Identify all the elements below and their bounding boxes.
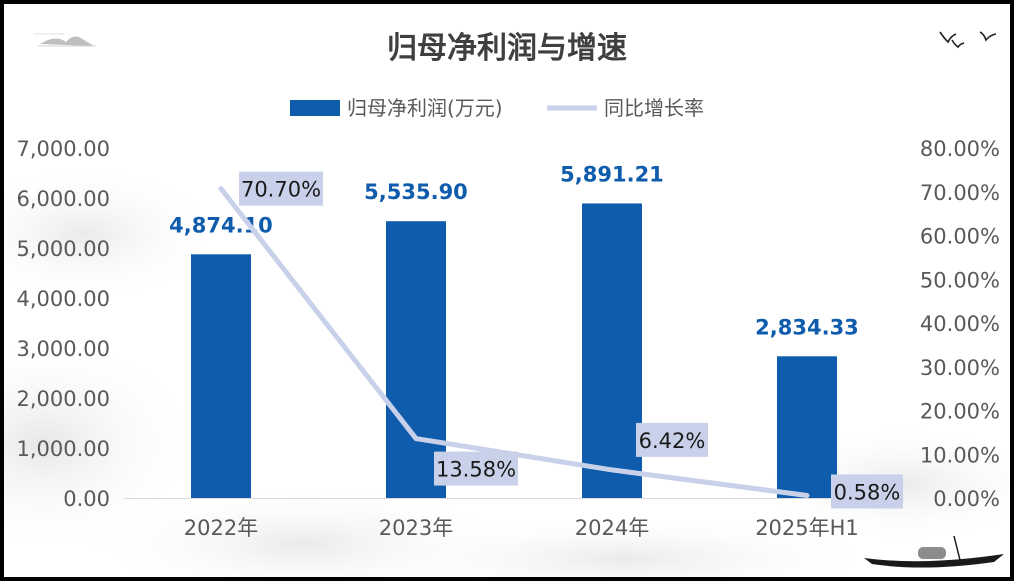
- right-axis-tick-label: 70.00%: [920, 181, 1000, 205]
- right-axis-tick-label: 60.00%: [920, 225, 1000, 249]
- x-axis-categories: 2022年 2023年 2024年 2025年H1: [184, 516, 859, 540]
- left-axis-tick-label: 7,000.00: [16, 137, 110, 161]
- right-axis-tick-label: 30.00%: [920, 356, 1000, 380]
- birds-icon: [939, 31, 997, 49]
- growth-data-label: 13.58%: [434, 451, 518, 486]
- growth-label-text: 0.58%: [834, 480, 901, 504]
- bar-series: 4,874.105,535.905,891.212,834.33: [169, 162, 859, 498]
- growth-label-box: [831, 474, 903, 509]
- right-axis-tick-label: 10.00%: [920, 443, 1000, 467]
- bar: [582, 203, 642, 498]
- right-axis: 0.00% 10.00% 20.00% 30.00% 40.00% 50.00% 60.00…: [920, 137, 1000, 511]
- x-axis-category-label: 2022年: [184, 516, 258, 540]
- left-axis-tick-label: 5,000.00: [16, 237, 110, 261]
- growth-data-label: 0.58%: [831, 474, 903, 509]
- chart-svg: 归母净利润与增速 归母净利润(万元) 同比增长率 0.00 1,000.00 2,0…: [4, 31, 1010, 577]
- left-axis-tick-label: 0.00: [63, 487, 110, 511]
- left-axis-tick-label: 2,000.00: [16, 387, 110, 411]
- right-axis-tick-label: 80.00%: [920, 137, 1000, 161]
- x-axis-category-label: 2024年: [575, 516, 649, 540]
- left-axis-tick-label: 3,000.00: [16, 337, 110, 361]
- chart-panel: 归母净利润与增速 归母净利润(万元) 同比增长率 0.00 1,000.00 2,0…: [4, 4, 1010, 577]
- growth-label-box: [636, 422, 708, 457]
- boat-icon: [864, 535, 1004, 568]
- mountain-logo-icon: [34, 33, 96, 47]
- bar-data-label: 2,834.33: [755, 315, 859, 339]
- growth-data-label: 70.70%: [239, 171, 323, 206]
- right-axis-tick-label: 0.00%: [933, 487, 1000, 511]
- right-axis-tick-label: 40.00%: [920, 312, 1000, 336]
- growth-line: [218, 186, 810, 498]
- chart-title: 归母净利润与增速: [387, 31, 627, 66]
- left-axis: 0.00 1,000.00 2,000.00 3,000.00 4,000.00 5,00…: [16, 137, 110, 511]
- growth-data-label: 6.42%: [636, 422, 708, 457]
- bar-data-label: 5,535.90: [364, 180, 468, 204]
- left-axis-tick-label: 6,000.00: [16, 187, 110, 211]
- right-axis-tick-label: 50.00%: [920, 268, 1000, 292]
- x-axis-category-label: 2025年H1: [755, 516, 859, 540]
- bar: [777, 356, 837, 498]
- legend-bar-swatch: [290, 100, 340, 116]
- legend-line-label: 同比增长率: [604, 96, 704, 120]
- legend-bar-label: 归母净利润(万元): [347, 96, 503, 120]
- growth-label-text: 6.42%: [639, 429, 706, 453]
- legend: 归母净利润(万元) 同比增长率: [290, 96, 704, 120]
- background-ink-mist: [4, 164, 1010, 577]
- growth-line-series: 70.70% 13.58% 6.42% 0.58%: [218, 171, 903, 509]
- growth-label-text: 13.58%: [436, 458, 516, 482]
- x-axis-category-label: 2023年: [379, 516, 453, 540]
- growth-label-box: [239, 171, 323, 206]
- bar: [191, 254, 251, 498]
- left-axis-tick-label: 4,000.00: [16, 287, 110, 311]
- left-axis-tick-label: 1,000.00: [16, 437, 110, 461]
- growth-label-text: 70.70%: [241, 178, 321, 202]
- bar-data-label: 5,891.21: [560, 162, 664, 186]
- right-axis-tick-label: 20.00%: [920, 400, 1000, 424]
- growth-label-box: [434, 451, 518, 486]
